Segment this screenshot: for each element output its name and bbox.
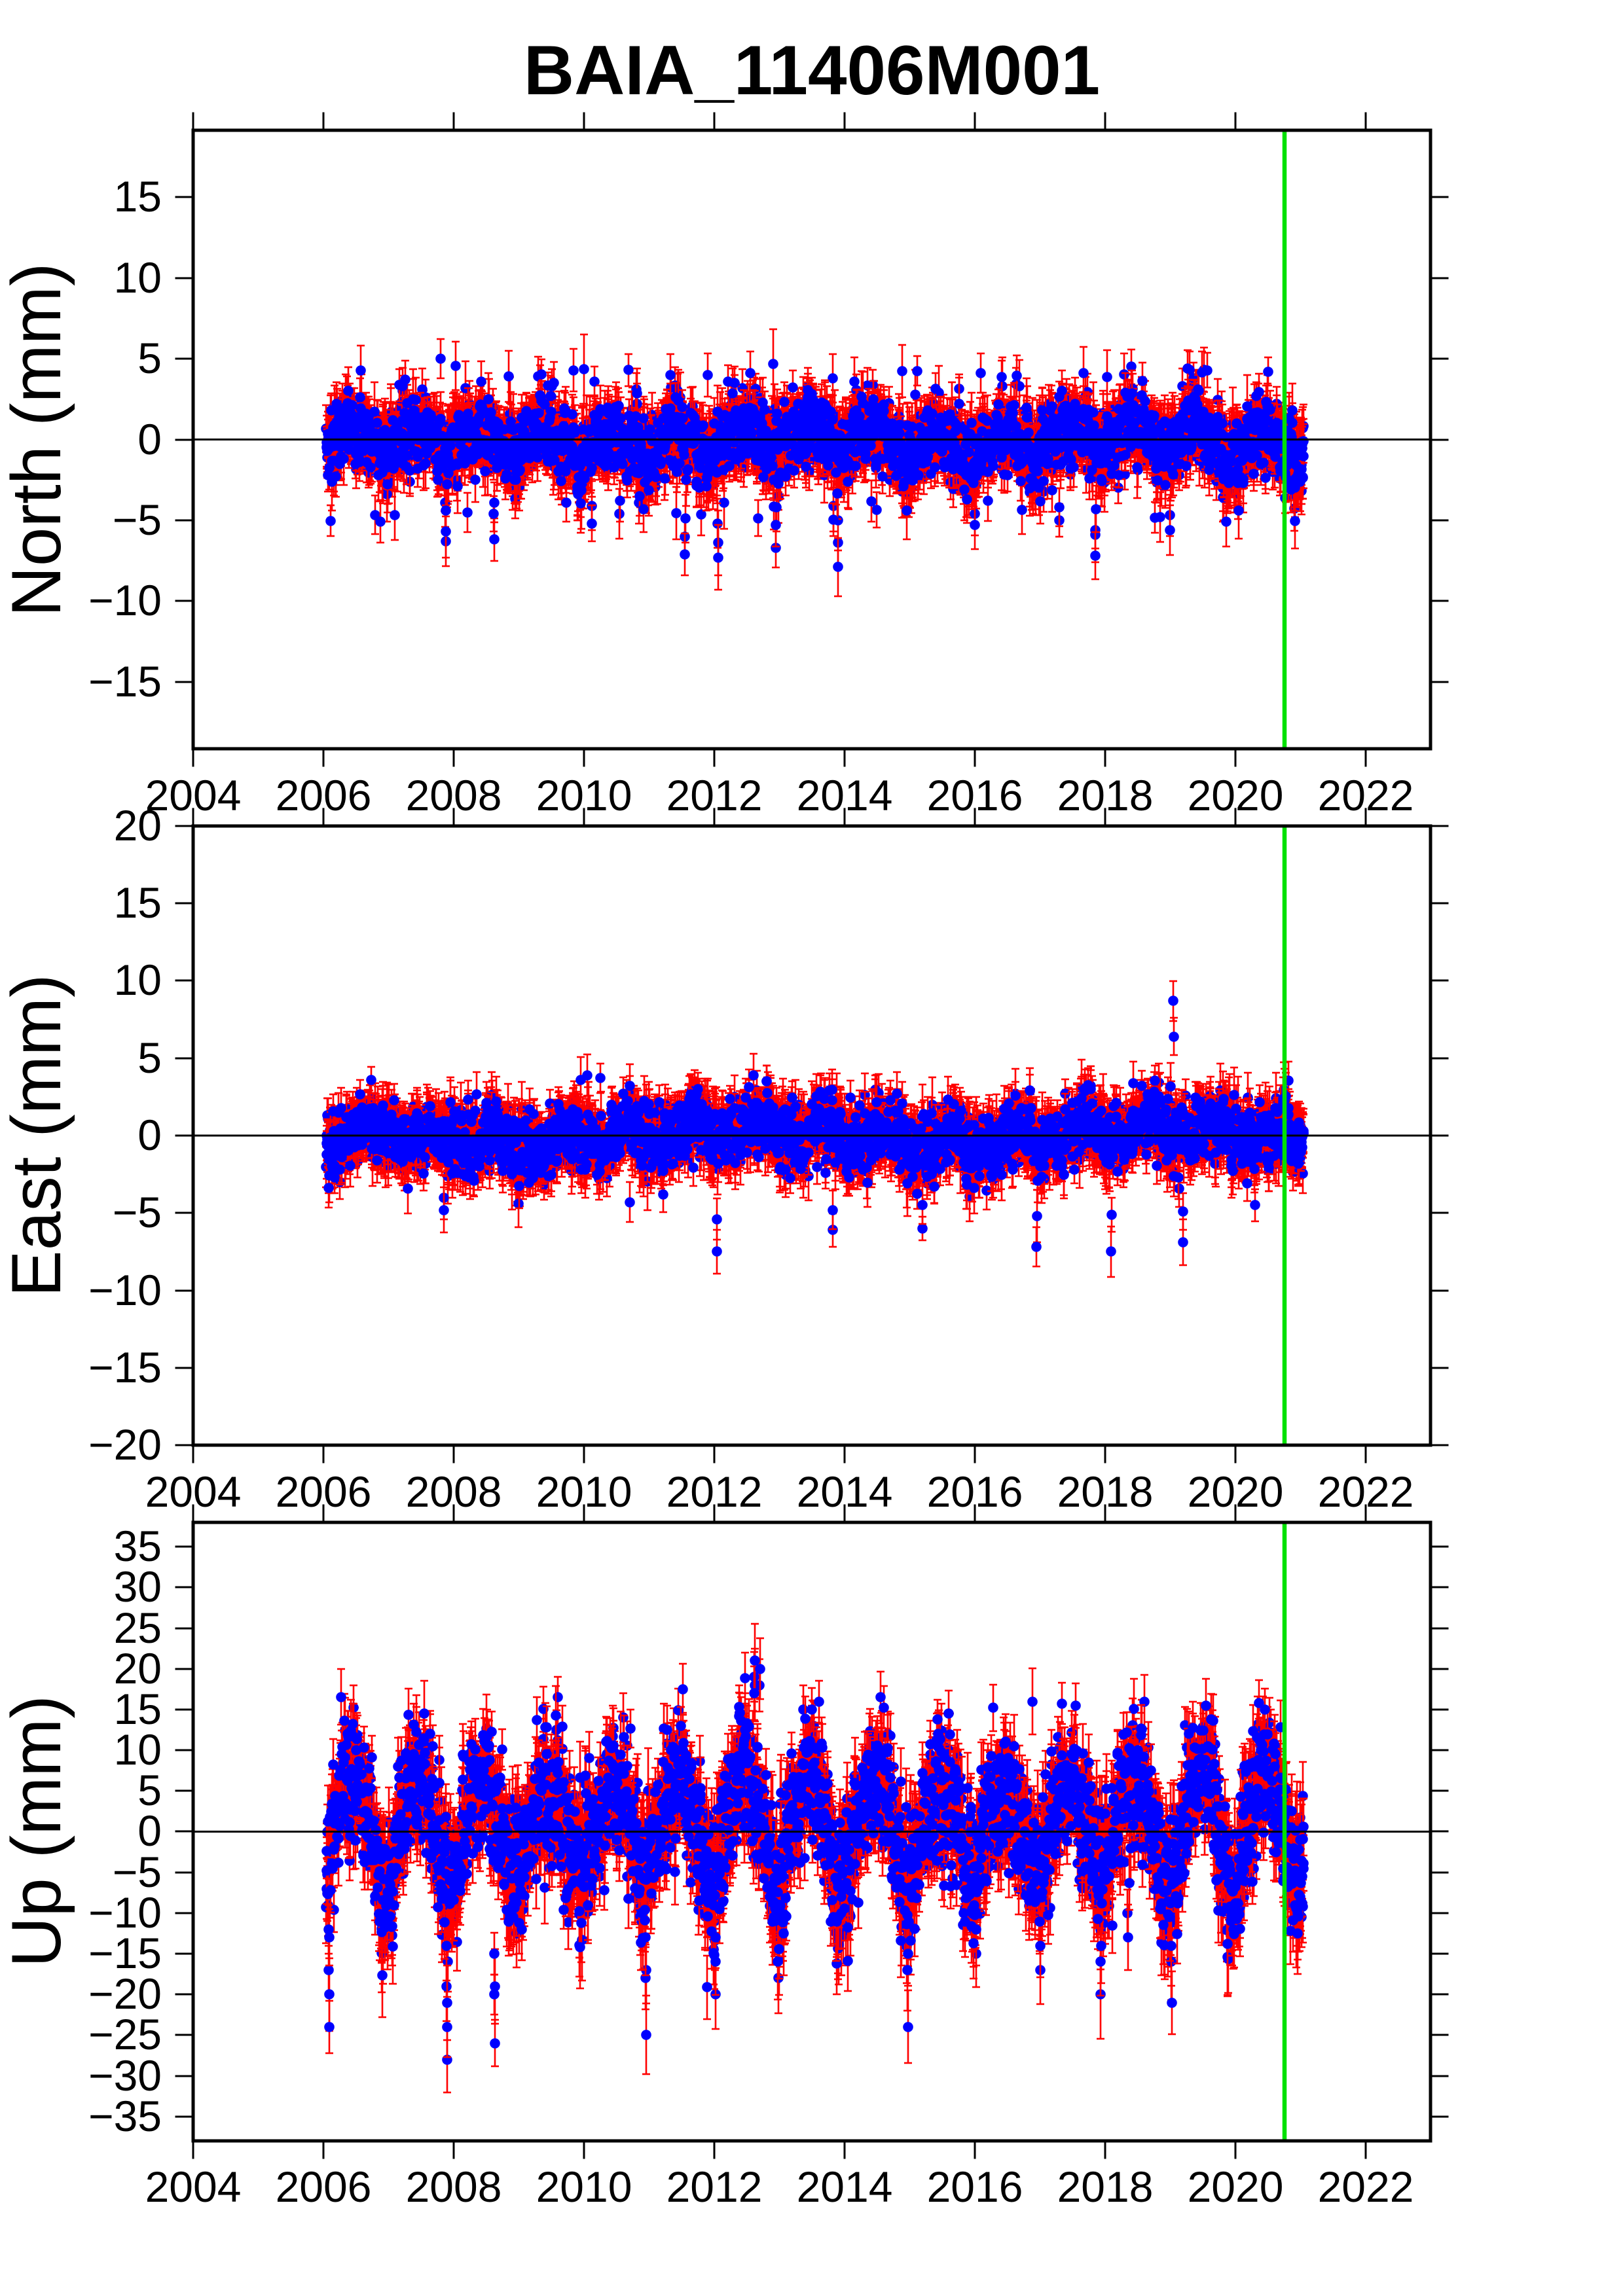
svg-text:2006: 2006 [276, 2162, 372, 2211]
svg-text:−35: −35 [88, 2092, 162, 2140]
svg-text:10: 10 [114, 1725, 162, 1774]
svg-text:Up (mm): Up (mm) [0, 1695, 75, 1967]
svg-text:−15: −15 [88, 1343, 162, 1391]
svg-text:−15: −15 [88, 657, 162, 706]
svg-text:5: 5 [137, 334, 162, 382]
svg-text:2010: 2010 [536, 2162, 632, 2211]
svg-text:25: 25 [114, 1604, 162, 1652]
svg-text:2022: 2022 [1318, 2162, 1414, 2211]
svg-text:5: 5 [137, 1766, 162, 1814]
svg-text:−10: −10 [88, 1888, 162, 1937]
svg-text:East (mm): East (mm) [0, 974, 75, 1297]
svg-text:−25: −25 [88, 2010, 162, 2058]
svg-text:10: 10 [114, 956, 162, 1004]
svg-text:0: 0 [137, 1806, 162, 1855]
svg-text:2014: 2014 [797, 2162, 893, 2211]
svg-text:20: 20 [114, 1644, 162, 1693]
svg-text:North (mm): North (mm) [0, 263, 75, 617]
svg-text:2020: 2020 [1188, 2162, 1284, 2211]
svg-text:−15: −15 [88, 1929, 162, 1977]
svg-text:2018: 2018 [1057, 2162, 1154, 2211]
svg-text:0: 0 [137, 415, 162, 463]
svg-text:−10: −10 [88, 576, 162, 624]
svg-text:2012: 2012 [666, 2162, 763, 2211]
svg-text:−20: −20 [88, 1420, 162, 1469]
svg-text:15: 15 [114, 878, 162, 927]
svg-text:BAIA_11406M001: BAIA_11406M001 [524, 31, 1100, 109]
svg-text:2004: 2004 [145, 2162, 242, 2211]
svg-text:35: 35 [114, 1522, 162, 1570]
svg-text:−30: −30 [88, 2051, 162, 2100]
svg-text:2008: 2008 [406, 2162, 502, 2211]
svg-text:−5: −5 [113, 1188, 162, 1236]
svg-text:2016: 2016 [927, 2162, 1023, 2211]
svg-text:0: 0 [137, 1111, 162, 1159]
svg-text:15: 15 [114, 172, 162, 221]
svg-text:30: 30 [114, 1562, 162, 1611]
svg-text:10: 10 [114, 253, 162, 302]
svg-text:−5: −5 [113, 495, 162, 544]
svg-text:−20: −20 [88, 1969, 162, 2018]
svg-text:5: 5 [137, 1033, 162, 1082]
svg-text:15: 15 [114, 1685, 162, 1733]
svg-text:−10: −10 [88, 1266, 162, 1314]
svg-text:−5: −5 [113, 1848, 162, 1896]
svg-text:20: 20 [114, 801, 162, 850]
